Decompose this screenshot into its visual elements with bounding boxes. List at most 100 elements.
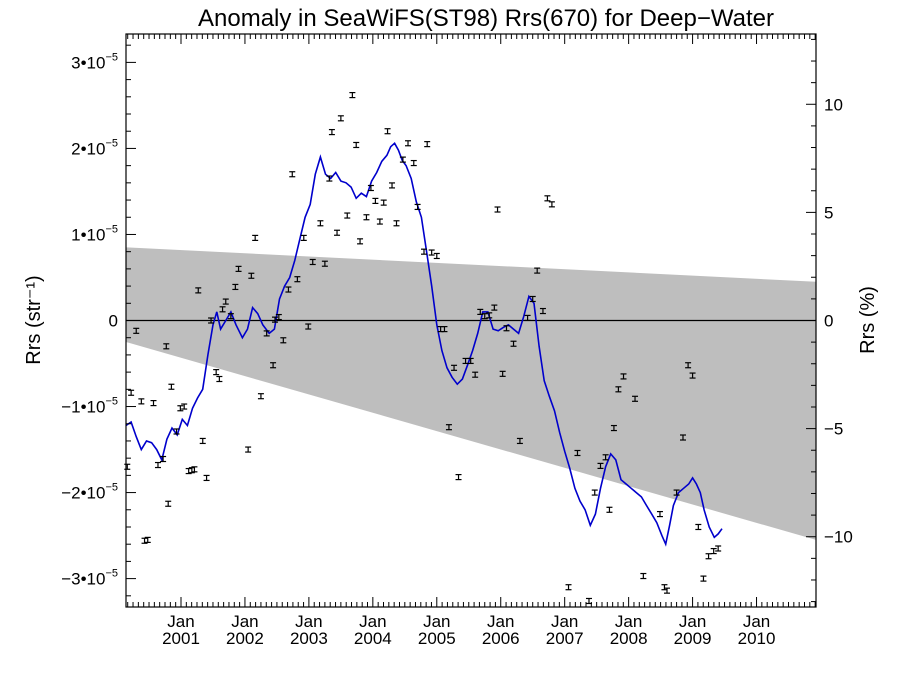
data-point [574,449,581,457]
data-point [499,370,506,377]
data-point [534,267,541,274]
data-point [235,265,242,272]
data-point [248,272,255,279]
data-point [177,405,184,412]
data-point [337,115,344,122]
data-point [455,473,462,481]
y-tick-label: −2•10−5 [61,482,118,503]
data-point [208,317,215,324]
data-point [138,398,145,405]
data-point [219,306,226,313]
data-point [128,389,135,396]
data-point [160,455,167,463]
data-point [389,182,396,189]
data-point [195,287,202,294]
data-point [685,362,692,369]
x-tick-label-year: 2001 [162,629,200,648]
running-mean-layer [125,142,723,547]
x-tick-label-month: Jan [423,612,450,631]
data-point [168,383,175,390]
data-point [263,330,270,337]
data-point [173,428,180,435]
data-point [529,295,536,303]
data-point [309,258,316,266]
data-point [275,313,282,321]
axes-layer [125,33,817,608]
data-point [524,314,531,322]
data-point [252,234,259,242]
data-point [181,403,188,410]
data-point [144,536,151,543]
data-point [491,304,498,311]
uncertainty-band-layer [126,247,816,540]
data-point [664,587,671,594]
data-point [294,276,301,283]
data-point [565,584,572,591]
x-tick-label-year: 2002 [226,629,264,648]
data-point [133,327,140,334]
data-point [222,298,229,305]
data-point [321,260,328,267]
x-tick-label-month: Jan [487,612,514,631]
data-point [271,316,278,323]
x-tick-labels: Jan2001Jan2002Jan2003Jan2004Jan2005Jan20… [162,612,775,648]
data-point [191,466,198,473]
data-point [486,312,493,319]
data-point [399,156,406,163]
y-tick-label: 2•10−5 [71,137,118,158]
data-point [380,199,387,206]
data-point [367,184,374,192]
data-point [349,91,356,99]
data-point [640,572,647,580]
x-tick-label-year: 2007 [546,629,584,648]
data-point [548,201,555,208]
data-point [216,375,223,383]
data-point [433,252,440,260]
data-point [451,364,458,371]
data-point [357,238,364,245]
x-tick-label-month: Jan [167,612,194,631]
data-point [445,424,452,431]
data-point [544,195,551,202]
x-tick-label-month: Jan [231,612,258,631]
y-tick-label: −1•10−5 [61,396,118,417]
y2-tick-label: −10 [824,528,853,547]
running-mean-line [125,142,723,547]
y2-tick-label: 0 [824,312,833,331]
x-tick-label-year: 2006 [482,629,520,648]
x-tick-label-year: 2008 [610,629,648,648]
data-point [503,325,510,332]
y2-tick-label: 5 [824,203,833,222]
data-point [363,214,370,221]
data-point [679,434,686,441]
data-point [289,171,296,178]
data-point [602,454,609,461]
data-point [227,313,234,320]
chart-title: Anomaly in SeaWiFS(ST98) Rrs(670) for De… [198,5,774,32]
data-point [673,489,680,496]
y-tick-labels-right: 10 5 0 −5 −10 [824,95,853,546]
data-point [510,340,517,347]
data-point [305,323,312,330]
data-point [632,395,639,402]
data-point [428,249,435,256]
data-point [615,386,622,393]
x-tick-label-month: Jan [551,612,578,631]
data-point [494,206,501,213]
data-point [141,537,148,544]
x-tick-label-month: Jan [615,612,642,631]
y-axis-title-right: Rrs (%) [857,286,879,354]
x-tick-label-year: 2004 [354,629,392,648]
y-tick-label: 0 [109,312,118,331]
x-tick-label-month: Jan [743,612,770,631]
data-point [481,313,488,320]
data-point [710,547,717,555]
uncertainty-band [126,247,816,540]
data-point [213,369,220,376]
data-point [424,141,431,148]
y2-tick-label: −5 [824,420,843,439]
data-point [384,128,391,135]
data-point [334,229,341,236]
data-point [185,467,192,475]
